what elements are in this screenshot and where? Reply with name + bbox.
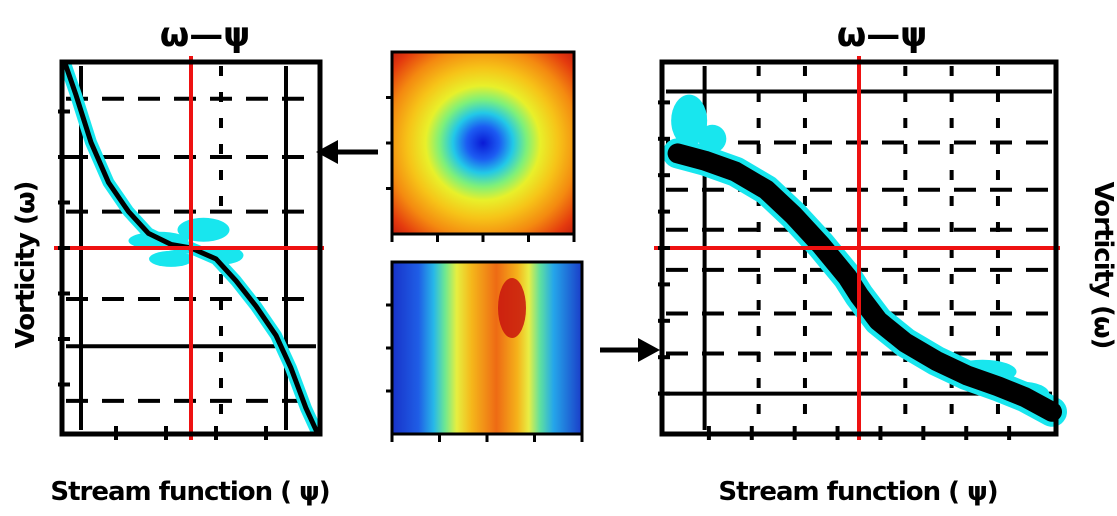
band-heatmap-image	[392, 262, 582, 434]
right-chart-xlabel: Stream function ( ψ)	[718, 477, 997, 507]
vortex-heatmap	[386, 50, 576, 242]
right-chart-ticks	[658, 100, 1012, 440]
arrow-to-right-chart	[600, 338, 660, 362]
band-heatmap-ticks	[386, 303, 584, 442]
right-chart	[654, 56, 1067, 440]
left-scatter-blob	[149, 250, 193, 267]
vortex-heatmap-image	[392, 52, 574, 234]
band-heatmap	[386, 260, 584, 442]
right-chart-ylabel: Vorticity (ω)	[1088, 182, 1117, 349]
arrow-to-left-chart	[316, 140, 378, 164]
left-chart-ticks	[58, 109, 268, 440]
band-heatmap-hotspot	[498, 278, 526, 338]
left-chart-crosshair	[54, 56, 324, 440]
right-scatter-blob	[671, 94, 708, 147]
left-chart-xlabel: Stream function ( ψ)	[50, 477, 329, 507]
right-chart-crosshair	[654, 56, 1060, 440]
vortex-heatmap-ticks	[386, 96, 576, 242]
right-scatter-blob	[698, 124, 727, 153]
right-chart-title: ω—ψ	[837, 15, 928, 55]
left-chart-ylabel: Vorticity (ω)	[11, 182, 41, 349]
left-chart	[54, 56, 324, 440]
left-chart-title: ω—ψ	[160, 15, 251, 55]
left-scatter-blob	[177, 217, 230, 242]
